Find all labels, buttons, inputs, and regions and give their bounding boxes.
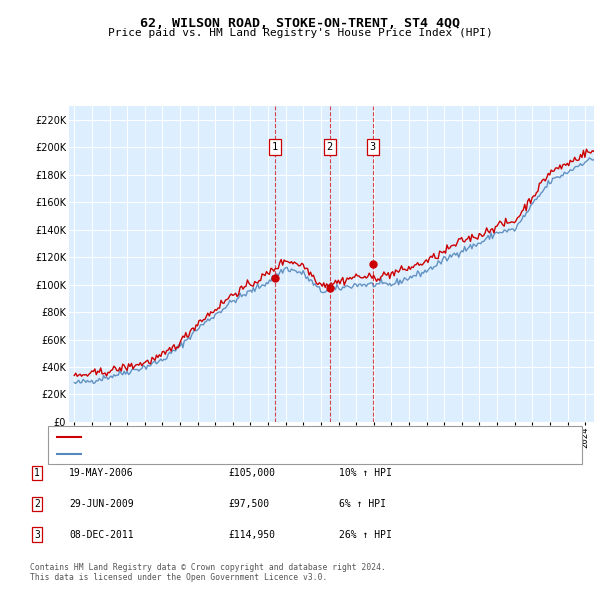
Text: 62, WILSON ROAD, STOKE-ON-TRENT, ST4 4QQ (semi-detached house): 62, WILSON ROAD, STOKE-ON-TRENT, ST4 4QQ… (87, 432, 443, 441)
Text: 29-JUN-2009: 29-JUN-2009 (69, 499, 134, 509)
Text: 10% ↑ HPI: 10% ↑ HPI (339, 468, 392, 478)
Point (270, 273, 280, 283)
Text: 2: 2 (326, 142, 332, 152)
Text: £114,950: £114,950 (228, 530, 275, 539)
Text: 3: 3 (34, 530, 40, 539)
Text: 2: 2 (34, 499, 40, 509)
Text: 1: 1 (34, 468, 40, 478)
Text: 08-DEC-2011: 08-DEC-2011 (69, 530, 134, 539)
Point (325, 283, 334, 293)
Text: Contains HM Land Registry data © Crown copyright and database right 2024.: Contains HM Land Registry data © Crown c… (30, 563, 386, 572)
Text: 26% ↑ HPI: 26% ↑ HPI (339, 530, 392, 539)
Text: HPI: Average price, semi-detached house, Stoke-on-Trent: HPI: Average price, semi-detached house,… (87, 449, 403, 458)
Text: Price paid vs. HM Land Registry's House Price Index (HPI): Price paid vs. HM Land Registry's House … (107, 28, 493, 38)
Text: 19-MAY-2006: 19-MAY-2006 (69, 468, 134, 478)
Text: 1: 1 (272, 142, 278, 152)
Text: £97,500: £97,500 (228, 499, 269, 509)
Text: 3: 3 (370, 142, 376, 152)
Text: This data is licensed under the Open Government Licence v3.0.: This data is licensed under the Open Gov… (30, 573, 328, 582)
Text: £105,000: £105,000 (228, 468, 275, 478)
Text: 6% ↑ HPI: 6% ↑ HPI (339, 499, 386, 509)
Point (368, 260, 377, 269)
Text: 62, WILSON ROAD, STOKE-ON-TRENT, ST4 4QQ: 62, WILSON ROAD, STOKE-ON-TRENT, ST4 4QQ (140, 17, 460, 30)
